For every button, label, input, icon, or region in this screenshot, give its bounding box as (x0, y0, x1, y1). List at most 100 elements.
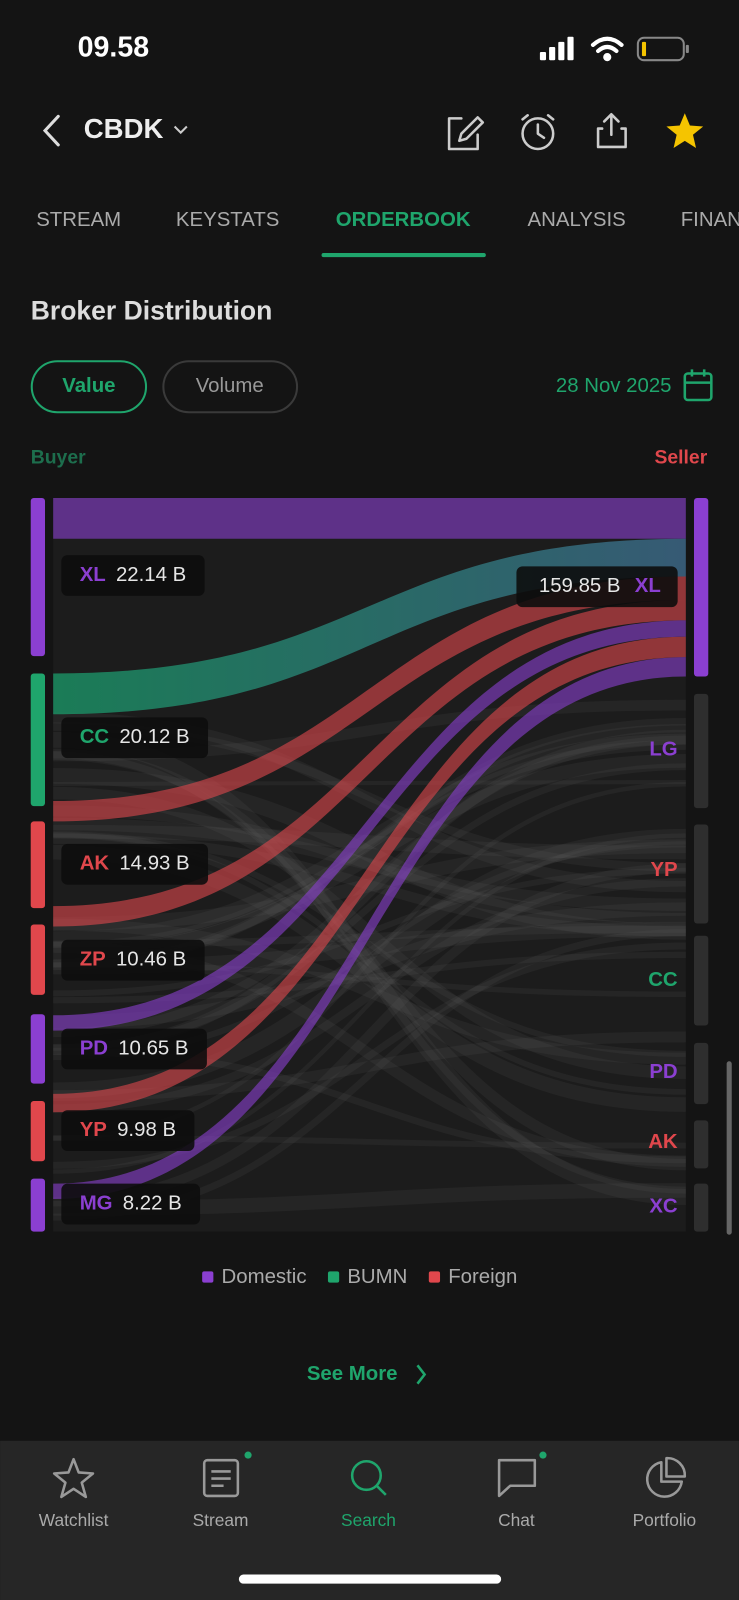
see-more-arrow[interactable] (416, 1364, 427, 1385)
background-flow (53, 780, 686, 787)
time: 09.58 (78, 32, 149, 64)
legend-label: Foreign (448, 1266, 517, 1288)
flow (53, 576, 686, 822)
background-flow (53, 833, 686, 937)
signal-icon (539, 36, 574, 61)
seller-code: XL (635, 575, 661, 597)
nav-label[interactable]: Portfolio (633, 1510, 697, 1530)
chat-badge (539, 1451, 547, 1459)
background-flow (53, 748, 686, 1171)
seller-code: LG (649, 738, 677, 760)
buyer-code: XL (80, 564, 106, 586)
bottom-nav (0, 1440, 739, 1600)
legend-swatch (202, 1271, 214, 1283)
ticker-dropdown[interactable] (173, 125, 188, 135)
buyer-value: 14.93 B (119, 853, 189, 875)
seller-bar[interactable] (693, 1120, 709, 1169)
buyer-bar[interactable] (30, 1178, 46, 1232)
buyer-bar[interactable] (30, 1101, 46, 1162)
buyer-value: 10.46 B (116, 949, 186, 971)
buyer-bar[interactable] (30, 924, 46, 995)
ticker[interactable]: CBDK (84, 113, 164, 144)
buyer-bar[interactable] (30, 497, 46, 657)
alarm-icon[interactable] (521, 114, 555, 151)
buyer-value: 9.98 B (117, 1119, 176, 1141)
value-toggle[interactable] (30, 360, 148, 414)
flow (53, 497, 686, 539)
buyer-bar[interactable] (30, 673, 46, 807)
nav-label[interactable]: Chat (498, 1510, 535, 1530)
legend-label: BUMN (347, 1266, 407, 1288)
buyer-code: AK (80, 853, 110, 875)
tab[interactable]: ANALYSIS (528, 209, 626, 231)
nav-label[interactable]: Search (341, 1510, 396, 1530)
buyer-code: PD (80, 1037, 108, 1059)
share-icon[interactable] (596, 113, 627, 149)
seller-code: XC (649, 1196, 678, 1218)
edit-icon[interactable] (447, 116, 485, 151)
seller-bar[interactable] (693, 1042, 709, 1105)
buyer-value: 10.65 B (118, 1037, 188, 1059)
background-flow (53, 833, 686, 1174)
background-flow (53, 751, 686, 1194)
calendar-icon[interactable] (683, 369, 713, 402)
seller-bar[interactable] (693, 824, 709, 924)
legend-label: Domestic (222, 1266, 307, 1288)
background-flow (53, 942, 686, 1169)
value-toggle-label[interactable]: Value (62, 375, 115, 397)
background-flow (53, 733, 686, 948)
back-button[interactable] (42, 114, 60, 147)
nav-label[interactable]: Stream (193, 1510, 249, 1530)
background-flow (53, 817, 686, 911)
buyer-label-box (61, 1028, 207, 1070)
scrollbar (726, 1061, 732, 1235)
buyer-label-box (61, 843, 209, 885)
search-icon[interactable] (350, 1459, 387, 1496)
stream-icon[interactable] (202, 1458, 240, 1498)
seller-bar[interactable] (693, 693, 709, 809)
flow (53, 657, 686, 1199)
volume-toggle[interactable] (162, 360, 299, 414)
seller-bar[interactable] (693, 497, 709, 677)
seller-code: CC (648, 969, 678, 991)
background-flow (53, 878, 686, 1113)
wifi-icon (590, 36, 624, 62)
background-flow (53, 739, 686, 947)
buyer-label-box (61, 1183, 201, 1225)
nav-label[interactable]: Watchlist (39, 1510, 109, 1530)
seller-bar[interactable] (693, 935, 709, 1026)
seller-label-box (516, 566, 678, 608)
buyer-code: CC (80, 726, 110, 748)
buyer-value: 8.22 B (123, 1192, 182, 1214)
date[interactable]: 28 Nov 2025 (556, 375, 672, 397)
background-flow (53, 731, 686, 1205)
volume-toggle-label[interactable]: Volume (196, 375, 264, 397)
seller-bar[interactable] (693, 1183, 709, 1232)
buyer-bar[interactable] (30, 821, 46, 909)
see-more[interactable]: See More (307, 1363, 398, 1385)
buyer-label-box (61, 555, 205, 596)
tab[interactable]: STREAM (36, 209, 121, 231)
buyer-value: 22.14 B (116, 564, 186, 586)
buyer-label-box (61, 1110, 195, 1152)
chat-icon[interactable] (497, 1458, 537, 1498)
buyer-value: 20.12 B (119, 726, 189, 748)
seller-value: 159.85 B (539, 575, 621, 597)
buyer-code: ZP (80, 949, 106, 971)
background-flow (53, 824, 686, 860)
buyer-bar[interactable] (30, 1014, 46, 1084)
watchlist-icon[interactable] (52, 1457, 95, 1499)
tab[interactable]: KEYSTATS (176, 209, 280, 231)
flow (53, 636, 686, 1113)
background-flow (53, 839, 686, 931)
seller-code: PD (649, 1061, 677, 1083)
battery-icon (636, 36, 689, 62)
seller-code: YP (650, 859, 677, 881)
tab[interactable]: ORDERBOOK (336, 209, 471, 231)
background-flow (53, 902, 686, 1029)
favorite-star[interactable] (666, 113, 704, 148)
portfolio-icon[interactable] (645, 1456, 687, 1498)
background-flow (53, 768, 686, 940)
tab[interactable]: FINAN (681, 209, 739, 231)
